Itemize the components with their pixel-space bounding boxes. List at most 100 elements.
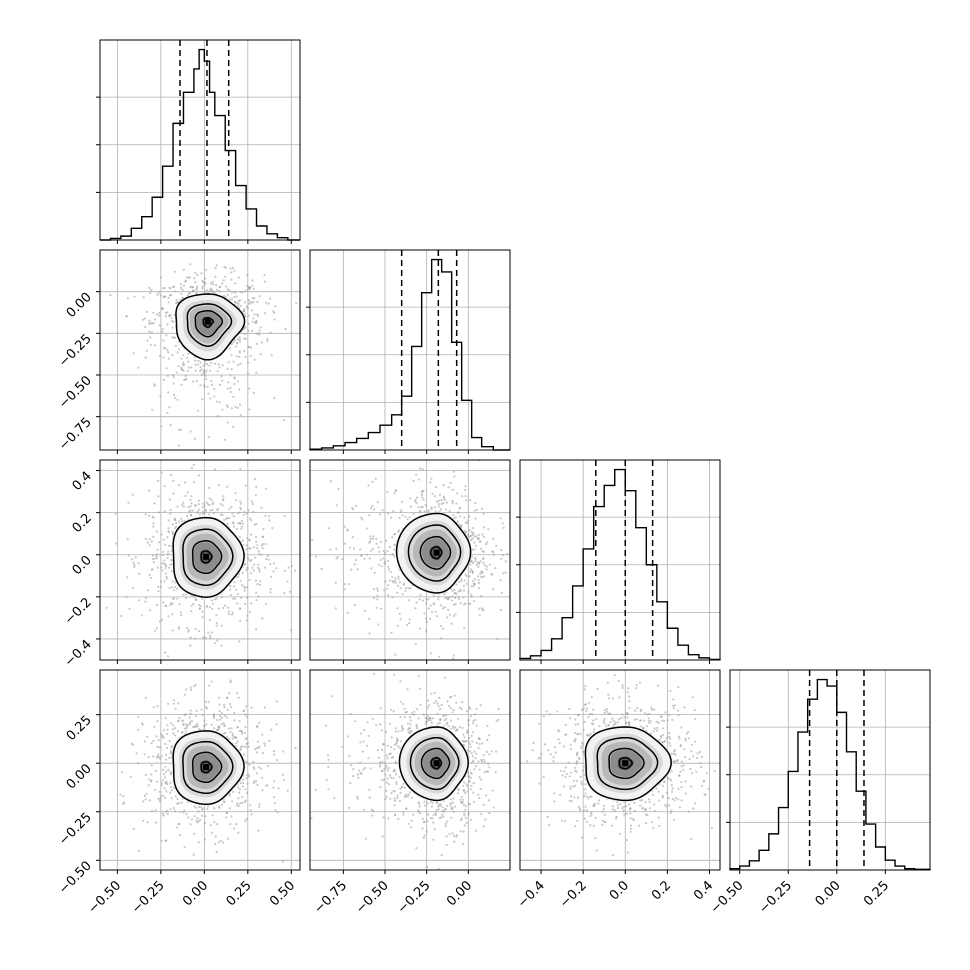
scatter-point [433, 701, 436, 705]
scatter-point [455, 701, 458, 704]
scatter-point [468, 515, 471, 518]
scatter-point [146, 735, 149, 739]
scatter-point [477, 565, 480, 568]
scatter-point [215, 264, 218, 267]
scatter-point [244, 602, 247, 606]
scatter-point [222, 498, 225, 501]
scatter-point [230, 291, 233, 294]
scatter-point [482, 758, 485, 761]
scatter-point [180, 292, 183, 295]
scatter-point [421, 493, 424, 497]
scatter-point [447, 486, 450, 489]
scatter-point [239, 362, 242, 365]
scatter-point [198, 508, 201, 511]
scatter-point [257, 595, 260, 598]
scatter-point [274, 305, 277, 308]
scatter-point [226, 735, 229, 739]
scatter-point [260, 553, 263, 556]
scatter-point [192, 463, 195, 466]
scatter-point [475, 564, 478, 567]
scatter-point [172, 374, 175, 377]
scatter-point [477, 737, 481, 741]
scatter-point [177, 301, 180, 304]
scatter-point [232, 597, 235, 600]
scatter-point [385, 754, 388, 757]
scatter-point [387, 512, 390, 515]
scatter-point [673, 704, 677, 707]
scatter-point [166, 311, 169, 314]
scatter-point [401, 500, 404, 503]
scatter-point [343, 542, 347, 545]
scatter-point [92, 550, 94, 552]
scatter-point [473, 541, 476, 544]
scatter-point [454, 726, 457, 729]
scatter-point [429, 481, 432, 484]
scatter-point [417, 478, 420, 481]
scatter-point [458, 507, 461, 510]
scatter-point [258, 570, 261, 573]
scatter-point [201, 495, 203, 497]
scatter-point [286, 580, 289, 583]
scatter-point [178, 428, 181, 431]
scatter-point [407, 731, 410, 734]
scatter-point [165, 770, 168, 773]
scatter-point [366, 744, 369, 747]
scatter-point [437, 598, 440, 601]
scatter-point [296, 796, 298, 798]
scatter-point [238, 338, 242, 341]
scatter-point [451, 589, 454, 592]
scatter-point [246, 614, 249, 617]
scatter-point [243, 350, 246, 353]
scatter-point [194, 683, 197, 687]
scatter-point [234, 492, 237, 495]
scatter-point [427, 509, 430, 512]
scatter-point [165, 604, 168, 608]
scatter-point [475, 535, 478, 538]
scatter-point [388, 722, 392, 725]
scatter-point [396, 624, 399, 627]
scatter-point [567, 761, 570, 764]
scatter-point [354, 504, 358, 507]
scatter-point [216, 823, 219, 826]
scatter-point [395, 737, 399, 740]
scatter-point [171, 629, 174, 632]
scatter-point [670, 784, 673, 787]
scatter-point [175, 298, 178, 301]
scatter-point [467, 602, 470, 605]
contour-2 [420, 747, 451, 780]
scatter-point [217, 484, 220, 487]
scatter-point [390, 746, 393, 749]
scatter-point [425, 617, 428, 620]
scatter-point [277, 787, 280, 790]
scatter-point [250, 500, 254, 503]
scatter-point [467, 533, 470, 537]
scatter-point [445, 835, 448, 838]
pair-3-frame [99, 669, 301, 871]
scatter-point [203, 384, 206, 387]
scatter-point [390, 756, 393, 759]
scatter-point [352, 547, 356, 550]
scatter-point [184, 712, 187, 716]
scatter-point [409, 719, 412, 722]
scatter-point [195, 245, 197, 247]
scatter-point [685, 732, 689, 735]
scatter-point [213, 388, 216, 391]
scatter-point [583, 703, 587, 706]
scatter-point [625, 722, 628, 725]
scatter-point [163, 559, 166, 562]
scatter-point [190, 610, 193, 613]
scatter-point [248, 387, 251, 390]
scatter-point [356, 797, 360, 800]
scatter-point [165, 790, 168, 793]
scatter-point [215, 621, 218, 625]
scatter-point [569, 787, 572, 791]
pair-0-frame [99, 249, 301, 451]
scatter-point [171, 570, 174, 573]
scatter-point [395, 727, 398, 730]
scatter-point [462, 789, 465, 792]
scatter-point [492, 806, 495, 809]
scatter-point [504, 571, 507, 574]
scatter-point [482, 803, 485, 806]
scatter-point [157, 590, 160, 593]
scatter-point [143, 317, 146, 320]
